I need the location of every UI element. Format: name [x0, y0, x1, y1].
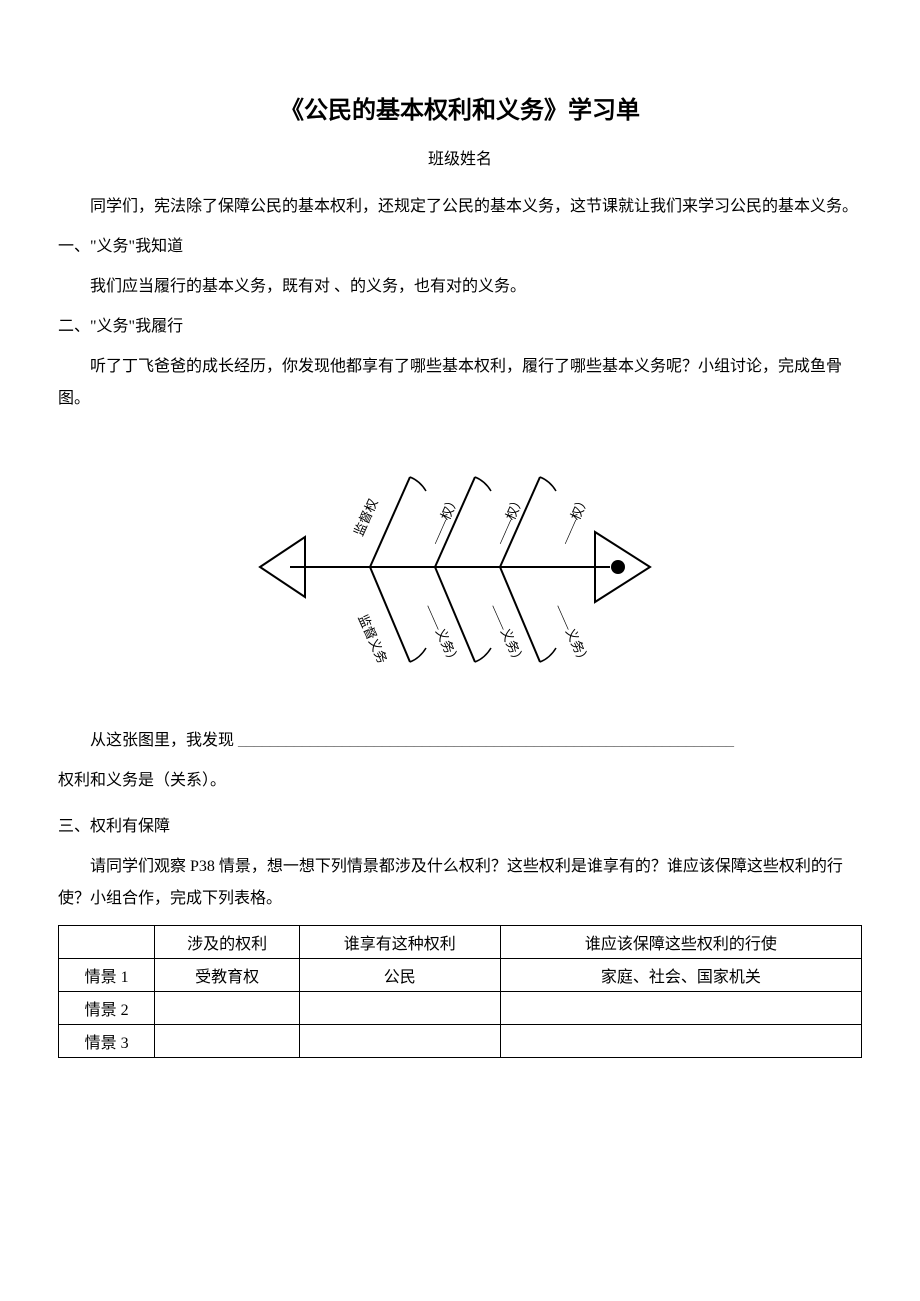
- cell-scenario-2: 情景 2: [59, 992, 155, 1025]
- table-row: 情景 3: [59, 1025, 862, 1058]
- cell-guarantee-2: [500, 992, 861, 1025]
- section-3-heading: 三、权利有保障: [58, 811, 862, 843]
- intro-paragraph: 同学们，宪法除了保障公民的基本权利，还规定了公民的基本义务，这节课就让我们来学习…: [58, 191, 862, 223]
- section-2-heading: 二、"义务"我履行: [58, 311, 862, 343]
- cell-scenario-1: 情景 1: [59, 959, 155, 992]
- finding-line: 从这张图里，我发现 ______________________________…: [58, 725, 862, 757]
- cell-who-1: 公民: [299, 959, 500, 992]
- table-header-row: 涉及的权利 谁享有这种权利 谁应该保障这些权利的行使: [59, 926, 862, 959]
- cell-right-1: 受教育权: [155, 959, 300, 992]
- section-1-body: 我们应当履行的基本义务，既有对 、的义务，也有对的义务。: [58, 271, 862, 303]
- section-1-heading: 一、"义务"我知道: [58, 231, 862, 263]
- cell-who-2: [299, 992, 500, 1025]
- cell-guarantee-3: [500, 1025, 861, 1058]
- table-row: 情景 1 受教育权 公民 家庭、社会、国家机关: [59, 959, 862, 992]
- fishbone-svg: 监督权 监督义务 ——权） ——权） ——权） ——义务） ——义务） ——义务…: [250, 437, 670, 697]
- th-who-guarantee: 谁应该保障这些权利的行使: [500, 926, 861, 959]
- worksheet-page: 《公民的基本权利和义务》学习单 班级姓名 同学们，宪法除了保障公民的基本权利，还…: [0, 0, 920, 1118]
- th-blank: [59, 926, 155, 959]
- cell-scenario-3: 情景 3: [59, 1025, 155, 1058]
- th-who-has: 谁享有这种权利: [299, 926, 500, 959]
- cell-right-3: [155, 1025, 300, 1058]
- section-2-body: 听了丁飞爸爸的成长经历，你发现他都享有了哪些基本权利，履行了哪些基本义务呢？小组…: [58, 351, 862, 415]
- relation-line: 权利和义务是（关系）。: [58, 765, 862, 797]
- section-3-body: 请同学们观察 P38 情景，想一想下列情景都涉及什么权利？这些权利是谁享有的？谁…: [58, 851, 862, 915]
- fishbone-diagram: 监督权 监督义务 ——权） ——权） ——权） ——义务） ——义务） ——义务…: [58, 437, 862, 697]
- bone-lower-2-label: ——义务）: [422, 601, 463, 667]
- bone-upper-1-label: 监督权: [351, 496, 381, 538]
- cell-who-3: [299, 1025, 500, 1058]
- bone-lower-3-label: ——义务）: [487, 601, 528, 667]
- bone-upper-4-label: ——权）: [557, 493, 592, 548]
- bone-lower-1-label: 监督义务: [355, 612, 390, 666]
- page-title: 《公民的基本权利和义务》学习单: [58, 90, 862, 125]
- bone-lower-4-label: ——义务）: [552, 601, 593, 667]
- class-name-line: 班级姓名: [58, 145, 862, 169]
- finding-blank: ________________________________________…: [238, 732, 734, 749]
- table-row: 情景 2: [59, 992, 862, 1025]
- th-right: 涉及的权利: [155, 926, 300, 959]
- rights-table: 涉及的权利 谁享有这种权利 谁应该保障这些权利的行使 情景 1 受教育权 公民 …: [58, 925, 862, 1058]
- finding-label: 从这张图里，我发现: [90, 732, 234, 749]
- cell-right-2: [155, 992, 300, 1025]
- cell-guarantee-1: 家庭、社会、国家机关: [500, 959, 861, 992]
